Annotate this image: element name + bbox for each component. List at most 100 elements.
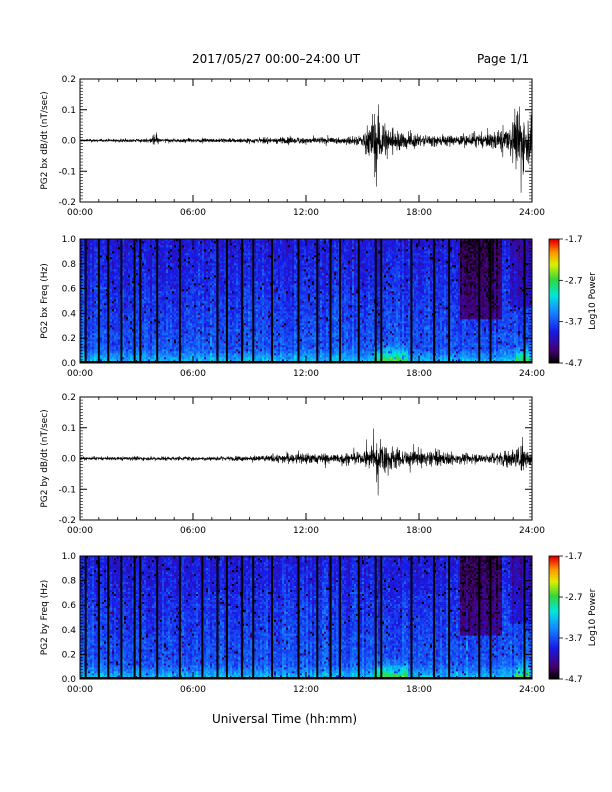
colorbar-tick-label: -4.7 bbox=[565, 359, 583, 369]
y-axis-label: PG2 by Freq (Hz) bbox=[40, 580, 50, 656]
y-tick-label: -0.1 bbox=[58, 167, 76, 177]
data-gap-line bbox=[380, 556, 382, 679]
data-gap-line bbox=[179, 239, 181, 363]
y-tick-label: -0.2 bbox=[58, 516, 76, 526]
y-tick-label: 0.4 bbox=[62, 626, 77, 636]
data-gap-line bbox=[358, 239, 360, 363]
y-tick-label: 0.0 bbox=[62, 137, 77, 147]
y-tick-label: 0.0 bbox=[62, 359, 77, 369]
series-line-1 bbox=[80, 104, 532, 192]
data-gap-line bbox=[201, 556, 203, 679]
colorbar-label: Log10 Power bbox=[588, 272, 598, 330]
data-gap-line bbox=[271, 239, 273, 363]
colorbar-tick-label: -1.7 bbox=[565, 552, 583, 562]
data-gap-line bbox=[241, 239, 243, 363]
data-gap-line bbox=[226, 239, 228, 363]
data-gap-line bbox=[134, 239, 136, 363]
colorbar-tick-label: -1.7 bbox=[565, 235, 583, 245]
x-axis-title: Universal Time (hh:mm) bbox=[212, 712, 357, 726]
colorbar-tick-label: -2.7 bbox=[565, 593, 583, 603]
data-gap-line bbox=[98, 556, 100, 679]
colorbar-tick-label: -4.7 bbox=[565, 675, 583, 685]
x-tick-label: 12:00 bbox=[293, 526, 319, 536]
data-gap-line bbox=[156, 556, 158, 679]
page: 2017/05/27 00:00–24:00 UT Page 1/1 00:00… bbox=[0, 0, 612, 792]
data-gap-line bbox=[339, 556, 341, 679]
data-gap-line bbox=[329, 556, 331, 679]
y-tick-label: 1.0 bbox=[62, 235, 77, 245]
y-tick-label: 0.6 bbox=[62, 285, 77, 295]
x-tick-label: 00:00 bbox=[67, 685, 93, 695]
x-tick-label: 12:00 bbox=[293, 369, 319, 379]
data-gap-line bbox=[85, 556, 87, 679]
data-gap-line bbox=[85, 239, 87, 363]
y-axis-label: PG2 bx Freq (Hz) bbox=[40, 263, 50, 339]
data-gap-line bbox=[490, 556, 492, 679]
data-gap-line bbox=[490, 239, 492, 363]
y-tick-label: 0.2 bbox=[62, 334, 76, 344]
data-gap-line bbox=[375, 556, 377, 679]
data-gap-line bbox=[523, 556, 525, 679]
x-tick-label: 00:00 bbox=[67, 526, 93, 536]
data-gap-line bbox=[380, 239, 382, 363]
data-gap-line bbox=[156, 239, 158, 363]
y-tick-label: -0.1 bbox=[58, 485, 76, 495]
y-tick-label: 0.8 bbox=[62, 577, 77, 587]
data-gap-line bbox=[120, 556, 122, 679]
colorbar-tick-label: -2.7 bbox=[565, 276, 583, 286]
y-axis-label: PG2 bx dB/dt (nT/sec) bbox=[40, 91, 50, 189]
y-tick-label: 0.1 bbox=[62, 106, 76, 116]
heatmap-2 bbox=[80, 239, 532, 363]
y-tick-label: 0.0 bbox=[62, 455, 77, 465]
data-gap-line bbox=[478, 556, 480, 679]
y-tick-label: 0.1 bbox=[62, 424, 76, 434]
x-tick-label: 18:00 bbox=[406, 208, 432, 218]
y-tick-label: 0.8 bbox=[62, 260, 77, 270]
data-gap-line bbox=[297, 239, 299, 363]
data-gap-line bbox=[433, 239, 435, 363]
colorbar-label: Log10 Power bbox=[588, 588, 598, 646]
y-tick-label: 1.0 bbox=[62, 552, 77, 562]
data-gap-line bbox=[134, 556, 136, 679]
x-tick-label: 12:00 bbox=[293, 685, 319, 695]
x-tick-label: 18:00 bbox=[406, 526, 432, 536]
data-gap-line bbox=[316, 239, 318, 363]
data-gap-line bbox=[375, 239, 377, 363]
series-line-3 bbox=[80, 428, 532, 495]
panel-1-axes: 00:00 06:00 12:00 18:00 24:00-0.2-0.10.00.10… bbox=[40, 75, 545, 218]
figure-canvas: 00:00 06:00 12:00 18:00 24:00 -0.2 -0.1 0.0 0.1 0… bbox=[0, 0, 612, 792]
y-tick-label: -0.2 bbox=[58, 198, 76, 208]
data-gap-line bbox=[433, 556, 435, 679]
data-gap-line bbox=[252, 556, 254, 679]
y-tick-label: 0.0 bbox=[62, 675, 77, 685]
x-tick-label: 24:00 bbox=[519, 208, 545, 218]
x-tick-label: 24:00 bbox=[519, 526, 545, 536]
panel-3-axes: 00:00 06:00 12:00 18:00 24:00-0.2-0.10.00.10… bbox=[40, 393, 545, 536]
x-tick-label: 00:00 bbox=[67, 208, 93, 218]
x-tick-label: 00:00 bbox=[67, 369, 93, 379]
x-tick-label: 18:00 bbox=[406, 685, 432, 695]
y-tick-label: 0.6 bbox=[62, 601, 77, 611]
data-gap-line bbox=[478, 239, 480, 363]
x-tick-label: 12:00 bbox=[293, 208, 319, 218]
data-gap-line bbox=[241, 556, 243, 679]
data-gap-line bbox=[216, 239, 218, 363]
x-tick-label: 18:00 bbox=[406, 369, 432, 379]
data-gap-line bbox=[226, 556, 228, 679]
data-gap-line bbox=[139, 556, 141, 679]
data-gap-line bbox=[120, 239, 122, 363]
x-tick-label: 06:00 bbox=[180, 526, 206, 536]
data-gap-line bbox=[216, 556, 218, 679]
y-tick-label: 0.2 bbox=[62, 650, 76, 660]
data-gap-line bbox=[523, 239, 525, 363]
data-gap-line bbox=[98, 239, 100, 363]
x-tick-label: 24:00 bbox=[519, 369, 545, 379]
y-axis-label: PG2 by dB/dt (nT/sec) bbox=[40, 409, 50, 507]
x-tick-label: 24:00 bbox=[519, 685, 545, 695]
data-gap-line bbox=[448, 239, 450, 363]
x-tick-label: 06:00 bbox=[180, 685, 206, 695]
y-tick-label: 0.4 bbox=[62, 309, 77, 319]
data-gap-line bbox=[179, 556, 181, 679]
